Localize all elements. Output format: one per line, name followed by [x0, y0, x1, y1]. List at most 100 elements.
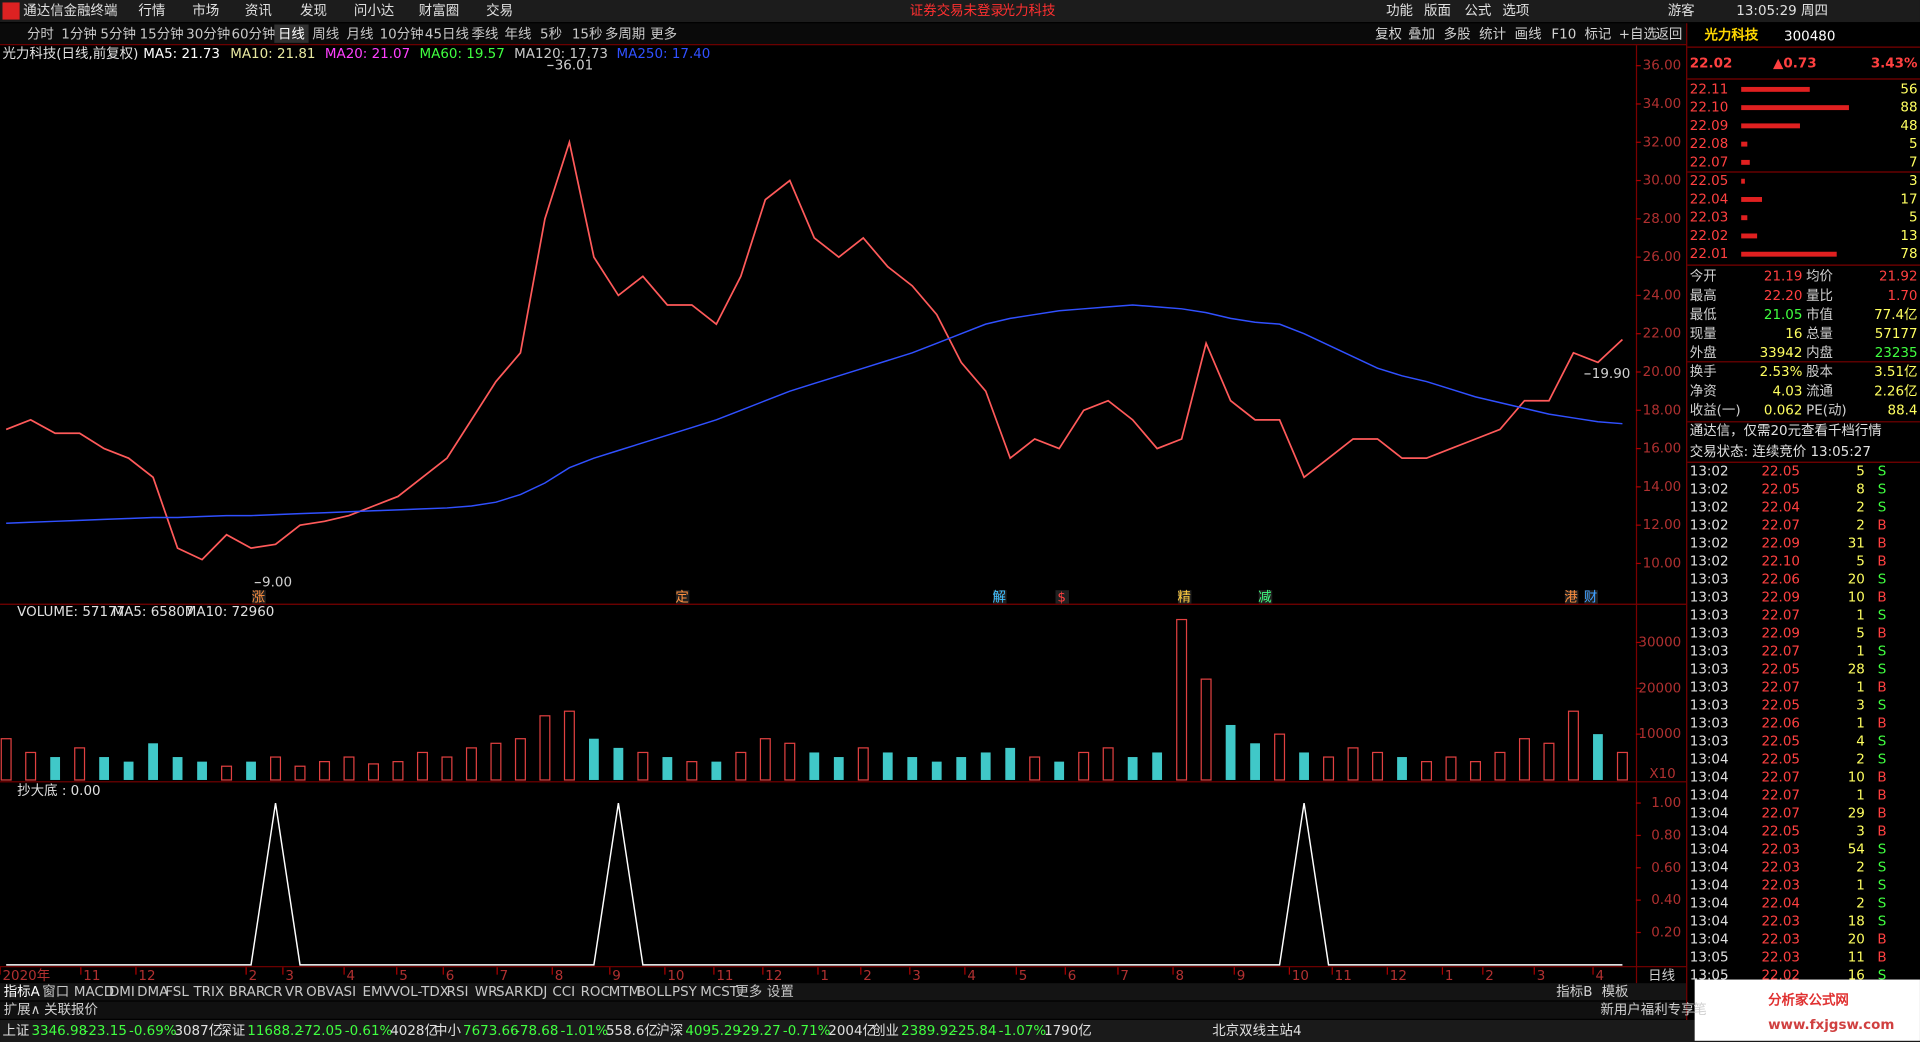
indicator-tab[interactable]: BRAR [229, 985, 266, 1000]
event-marker[interactable]: 减 [1258, 590, 1272, 606]
period-button[interactable]: 季线 [471, 26, 498, 42]
menu-item[interactable]: 市场 [192, 2, 219, 19]
indicator-tab[interactable]: ROC [581, 985, 610, 1000]
period-button[interactable]: 分时 [27, 26, 54, 42]
stat-value: 33942 [1760, 346, 1803, 361]
menu-item[interactable]: 资讯 [245, 3, 272, 19]
indicator-tab[interactable]: MACD [74, 985, 114, 1000]
index-name[interactable]: 中小 [434, 1023, 461, 1039]
indicator-tab[interactable]: 指标A [4, 984, 41, 1000]
indicator-tab[interactable]: MCST [700, 985, 739, 1000]
tool-button[interactable]: F10 [1551, 27, 1576, 42]
tick-side: B [1877, 950, 1886, 965]
tool-button[interactable]: 复权 [1375, 25, 1402, 42]
period-button[interactable]: 45日线 [425, 26, 469, 42]
indicator-tab[interactable]: KDJ [524, 985, 547, 1000]
index-name[interactable]: 沪深 [656, 1023, 683, 1039]
promo-link[interactable]: 新用户福利专享 [1600, 1001, 1694, 1018]
related-quote[interactable]: 关联报价 [44, 1002, 98, 1018]
indicator-tab[interactable]: WR [475, 985, 498, 1000]
event-marker[interactable]: 财 [1584, 590, 1597, 606]
event-marker[interactable]: 涨 [252, 590, 266, 606]
indicator-tab[interactable]: VR [285, 985, 304, 1000]
period-button[interactable]: 30分钟 [186, 25, 230, 42]
menu-item[interactable]: 选项 [1502, 3, 1529, 19]
indicator-tab[interactable]: SAR [496, 985, 523, 1000]
indicator-tab[interactable]: PSY [672, 985, 698, 1000]
indicator-tab[interactable]: TRIX [192, 985, 224, 1000]
indicator-tab[interactable]: 更多 [735, 983, 762, 1000]
tick-time: 13:04 [1690, 860, 1729, 875]
period-button[interactable]: 周线 [312, 26, 339, 42]
stat-label: 股本 [1806, 364, 1833, 380]
tick-side: B [1877, 770, 1886, 785]
period-button[interactable]: 5分钟 [100, 25, 135, 42]
index-value: -23.15 [84, 1024, 127, 1039]
indicator-tab[interactable]: CCI [552, 985, 575, 1000]
menu-item[interactable]: 版面 [1424, 3, 1451, 19]
event-marker[interactable]: 港 [1564, 590, 1578, 606]
event-marker[interactable]: 定 [675, 590, 688, 606]
pen-button[interactable]: 笔 [1693, 1002, 1706, 1018]
index-name[interactable]: 深证 [218, 1023, 245, 1039]
period-button[interactable]: 60分钟 [231, 25, 275, 42]
stat-label: 总量 [1806, 326, 1833, 342]
event-marker[interactable]: $ [1057, 591, 1066, 606]
expand-button[interactable]: 扩展∧ [4, 1002, 41, 1018]
indicator-tab[interactable]: CR [264, 985, 283, 1000]
indicator-tab[interactable]: 设置 [767, 984, 794, 1000]
event-marker[interactable]: 解 [992, 590, 1005, 606]
event-marker[interactable]: 精 [1177, 590, 1190, 606]
tool-button[interactable]: 统计 [1479, 26, 1506, 42]
period-button[interactable]: 多周期 [605, 25, 645, 42]
indicator-tab[interactable]: FSL [165, 985, 189, 1000]
menu-item[interactable]: 交易 [486, 2, 513, 19]
book-price: 22.02 [1690, 229, 1729, 244]
y-tick-label: 0.60 [1651, 861, 1681, 876]
period-button[interactable]: 1分钟 [61, 25, 96, 42]
stock-code: 300480 [1784, 30, 1835, 45]
menu-item[interactable]: 功能 [1386, 3, 1413, 19]
period-button[interactable]: 5秒 [540, 26, 562, 42]
tool-button[interactable]: 返回 [1655, 26, 1682, 42]
period-button[interactable]: 15分钟 [140, 25, 184, 42]
indicator-tab[interactable]: 模板 [1602, 984, 1629, 1000]
indicator-tab[interactable]: EMV [363, 985, 393, 1000]
indicator-tab[interactable]: OBV [306, 985, 335, 1000]
indicator-tab[interactable]: BOLL [637, 985, 672, 1000]
tool-button[interactable]: 多股 [1444, 25, 1471, 42]
indicator-tab[interactable]: RSI [447, 985, 469, 1000]
volume-bar [1054, 761, 1065, 780]
period-button[interactable]: 日线 [278, 26, 305, 42]
indicator-tab[interactable]: MTM [609, 985, 640, 1000]
period-button[interactable]: 月线 [347, 26, 374, 42]
tool-button[interactable]: +自选 [1619, 26, 1657, 42]
price-line [6, 304, 1623, 524]
index-name[interactable]: 上证 [2, 1023, 29, 1039]
indicator-tab[interactable]: DMA [137, 985, 169, 1000]
period-button[interactable]: 更多 [650, 25, 677, 42]
login-notice[interactable]: 证券交易未登录 [910, 2, 1004, 19]
tool-button[interactable]: 画线 [1515, 26, 1542, 42]
indicator-tab[interactable]: DMI [109, 985, 135, 1000]
period-button[interactable]: 15秒 [572, 26, 603, 42]
indicator-tab[interactable]: VOL-TDX [391, 985, 449, 1000]
book-price: 22.05 [1690, 174, 1729, 189]
menu-item[interactable]: 行情 [138, 3, 165, 19]
tool-button[interactable]: 叠加 [1408, 26, 1435, 42]
menu-item[interactable]: 公式 [1464, 3, 1491, 19]
stat-label: 均价 [1806, 269, 1833, 285]
tool-button[interactable]: 标记 [1584, 26, 1611, 42]
period-button[interactable]: 10分钟 [380, 25, 424, 42]
index-name[interactable]: 创业 [872, 1023, 899, 1039]
tick-volume: 18 [1848, 914, 1865, 929]
indicator-tab[interactable]: ASI [334, 985, 356, 1000]
tick-time: 13:04 [1690, 896, 1729, 911]
indicator-tab[interactable]: 指标B [1556, 984, 1592, 1000]
menu-item[interactable]: 问小达 [354, 3, 394, 19]
menu-item[interactable]: 财富圈 [419, 2, 459, 19]
period-button[interactable]: 年线 [505, 26, 532, 42]
indicator-tab[interactable]: 窗口 [42, 983, 69, 1000]
stat-label: 市值 [1806, 306, 1833, 323]
menu-item[interactable]: 发现 [300, 3, 327, 19]
